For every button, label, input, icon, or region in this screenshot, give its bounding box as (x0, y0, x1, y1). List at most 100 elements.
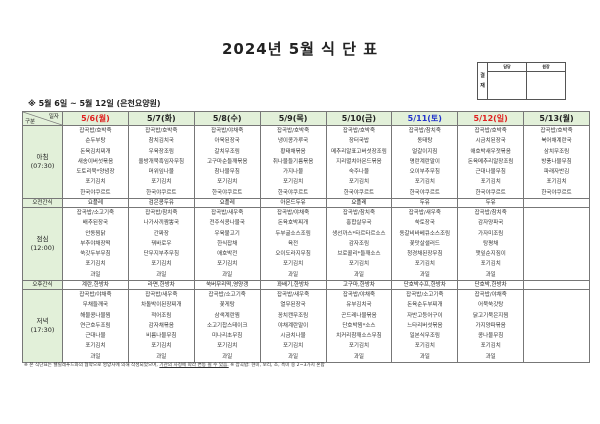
menu-item: 치커리참깨소스무침 (336, 333, 382, 340)
footnote: ※ 본 식단표는 웰릴레푸드와의 협약으로 영양사에 의해 작성되었으며, 기관… (24, 362, 325, 368)
menu-item: 냉이콩가루국 (277, 138, 309, 145)
meal-table: 일자 구분 5/6(월) 5/7(화) 5/8(수) 5/9(목) 5/10(금) 5/1… (22, 111, 590, 363)
menu-item: 어묵쑥갓탕 (478, 302, 504, 309)
menu-item: 포기김치 (414, 343, 435, 350)
menu-item: 해물콩나물찜 (80, 312, 111, 319)
snack-cell: 고구마,한방차 (325, 280, 393, 290)
menu-item: 포기김치 (414, 179, 435, 186)
meal-cell: 잡곡밥/참치죽 홍합살무국 생선까스*타르타르소스 감자조림 브로콜리*들깨소스 포기김치… (325, 207, 393, 281)
menu-item: 브로콜리*들깨소스 (337, 251, 381, 258)
menu-item: 지리멸치아몬드볶음 (336, 158, 382, 165)
menu-item: 열무된장국 (280, 302, 306, 309)
meal-cell: 잡곡밥/호박죽 장터국밥 메추리알표고버섯장조림 지리멸치아몬드볶음 숙주나물 포기김치 한… (325, 125, 393, 199)
snack-cell: 꽈배기,한방차 (259, 280, 327, 290)
menu-item: 한식잡채 (217, 240, 238, 247)
menu-item: 잡곡밥/새우죽 (276, 292, 310, 299)
approval-box: 결재 담당 원장 (477, 62, 566, 100)
menu-item: 잡곡밥/야채죽 (276, 210, 310, 217)
menu-item: 부추야채장떡 (80, 240, 111, 247)
menu-item: 황태채볶음 (280, 148, 306, 155)
menu-item: 잡곡밥/야채죽 (79, 292, 112, 299)
menu-item: 잡곡밥/야채죽 (342, 292, 376, 299)
menu-item: 안동찜닭 (85, 230, 106, 237)
menu-item: 과일 (156, 271, 167, 278)
menu-item: 참치김치국 (148, 138, 174, 145)
day-header: 5/7(화) (127, 111, 195, 126)
menu-item: 포기김치 (348, 179, 370, 186)
snack-cell: 두유 (391, 198, 459, 208)
footnote-text-2: ※ 잡곡밥: 현미, 보리, 조, 흑미 중 2~3가지 혼합 (228, 363, 325, 368)
meal-cell: 잡곡밥/야채죽 아욱된장국 갈치무조림 고구마순들깨볶음 참나물무침 포기김치 한국야쿠르트 (193, 125, 261, 199)
menu-item: 미나리초무침 (212, 333, 243, 340)
menu-item: 야채계란말이 (277, 322, 309, 329)
approval-header-director: 원장 (526, 62, 566, 72)
menu-item: 과일 (288, 353, 299, 360)
menu-item: 돈육순두부찌개 (407, 302, 443, 309)
footnote-text-1: ※ 본 식단표는 웰릴레푸드와의 협약으로 영양사에 의해 작성되었으며, (24, 363, 160, 368)
snack-cell: 라면,한방차 (127, 280, 195, 290)
menu-item: 우육불고기 (214, 230, 240, 237)
menu-item: 취나물들기름볶음 (272, 158, 314, 165)
menu-item: 포기김치 (217, 343, 238, 350)
corner-category-label: 구분 (25, 119, 36, 125)
menu-item: 잡곡밥/참치죽 (145, 210, 178, 217)
menu-item: 한국야쿠르트 (541, 189, 572, 196)
menu-item: 포기김치 (282, 343, 304, 350)
meal-cell: 잡곡밥/소고기죽 돈육순두부찌개 자반고등어구이 느타리버섯볶음 일본식무조림 포기김치 과… (391, 289, 459, 363)
menu-item: 삼색계란찜 (214, 312, 240, 319)
menu-item: 잡곡밥/야채죽 (474, 292, 507, 299)
week-range: ※ 5월 6일 ~ 5월 12일 (은천요양원) (28, 99, 161, 108)
menu-item: 비름나물무침 (146, 333, 177, 340)
menu-item: 파래자반김 (543, 169, 570, 176)
menu-item: 과일 (90, 271, 101, 278)
menu-item: 배추된장국 (82, 220, 109, 227)
menu-item: 시금치나물 (280, 333, 306, 340)
meal-cell: 잡곡밥/야채죽 유부김치국 곤드레나물볶음 단호박찜*소스 치커리참깨소스무침 포기김치 과… (325, 289, 393, 363)
menu-item: 꽃게탕 (219, 302, 235, 309)
meal-cell: 잡곡밥/새우죽 차돌박이된장찌개 적어조림 감자채볶음 비름나물무침 포기김치 과일 (127, 289, 195, 363)
corner-cell: 일자 구분 (22, 111, 63, 126)
menu-item: 한국야쿠르트 (146, 189, 177, 196)
menu-item: 가지양파볶음 (475, 322, 506, 329)
menu-item: 메추리알표고버섯장조림 (331, 148, 387, 155)
menu-item: 잡곡밥/호박죽 (79, 128, 112, 135)
footnote-underlined: 기관의 사정에 따라 변동 될 수 있음. (159, 363, 229, 368)
snack-cell: 두유 (457, 198, 525, 208)
day-header: 5/11(토) (391, 111, 459, 126)
menu-item: 우육장조림 (148, 148, 174, 155)
menu-item: 오이도라지무침 (275, 251, 311, 258)
menu-item: 콩나물무침 (478, 333, 504, 340)
menu-item: 감자양파국 (478, 220, 504, 227)
menu-item: 일본식무조림 (409, 333, 440, 340)
meal-cell (523, 207, 590, 281)
menu-item: 돈육메추리알장조림 (467, 158, 514, 165)
menu-item: 방풍나물무침 (541, 158, 572, 165)
menu-item: 포기김치 (348, 261, 370, 268)
meal-row: 아침 (07:30) 잡곡밥/호박죽 순두부탕 돈육김치찌개 새송이버섯볶음 도토리묵*양… (22, 125, 590, 199)
menu-item: 올방개묵흑임자무침 (138, 158, 185, 165)
meal-cell: 잡곡밥/호박죽 북어채계란국 삼치무조림 방풍나물무침 파래자반김 포기김치 한국야쿠르트 (523, 125, 590, 199)
menu-item: 잡곡밥/호박죽 (145, 128, 178, 135)
menu-item: 곤드레나물볶음 (341, 312, 377, 319)
meal-cell: 잡곡밥/야채죽 무채들깨국 해물콩나물찜 연근호두조림 근대나물 포기김치 과일 (62, 289, 129, 363)
meal-cell: 잡곡밥/소고기죽 배추된장국 안동찜닭 부추야채장떡 쑥갓두부무침 포기김치 과일 (62, 207, 129, 281)
menu-item: 시금치된장국 (475, 138, 506, 145)
menu-item: 참나물무침 (214, 169, 240, 176)
menu-item: 동태탕 (417, 138, 433, 145)
menu-item: 잡곡밥/참치죽 (408, 128, 441, 135)
menu-item: 갈치무조림 (214, 148, 240, 155)
row-label: 아침 (07:30) (22, 125, 63, 199)
page-title: 2024년 5월 식 단 표 (221, 40, 379, 58)
row-label: 오전간식 (22, 198, 63, 208)
snack-row: 오후간식 계란,한방차 라면,한방차 쑥버무리떡,영양갱 꽈배기,한방차 고구마,한방차 단… (22, 280, 590, 290)
menu-item: 도토리묵*양념장 (76, 169, 115, 176)
menu-item: 명란계란말이 (409, 158, 440, 165)
menu-item: 포기김치 (151, 343, 172, 350)
menu-item: 얼갈이지짐 (412, 148, 438, 155)
day-header: 5/10(금) (325, 111, 393, 126)
snack-cell: 단호박,한방차 (457, 280, 525, 290)
menu-item: 포기김치 (480, 179, 501, 186)
day-header: 5/9(목) (259, 111, 327, 126)
menu-item: 잡곡밥/야채죽 (211, 128, 244, 135)
day-header: 5/12(일) (457, 111, 525, 126)
